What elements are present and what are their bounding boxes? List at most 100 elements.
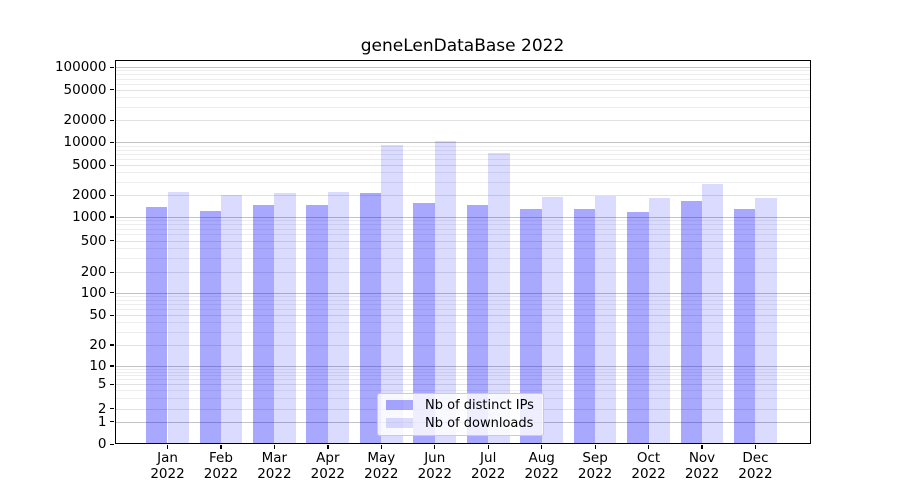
bar-ips-Oct-2022 [627, 211, 649, 444]
minor-gridline-60000 [114, 83, 811, 85]
bar-downloads-Jun-2022 [434, 141, 457, 444]
minor-gridline-3000 [114, 181, 811, 183]
ytick-label-50: 50 [89, 307, 107, 324]
minor-gridline-6 [114, 379, 811, 381]
bar-downloads-Jul-2022 [488, 152, 510, 444]
gridline-100000 [114, 67, 811, 68]
minor-gridline-4 [114, 390, 811, 392]
minor-gridline-30000 [114, 106, 811, 108]
ytick-mark-2 [110, 408, 114, 410]
bar-ips-Jul-2022 [466, 204, 489, 444]
xtick-label-aug: Aug 2022 [524, 450, 559, 482]
legend: Nb of distinct IPs Nb of downloads [377, 392, 544, 436]
ytick-label-1000: 1000 [72, 208, 107, 225]
xtick-mark-mar [273, 444, 276, 449]
xtick-label-oct: Oct 2022 [631, 450, 666, 482]
xtick-mark-sep [594, 444, 596, 449]
ytick-mark-5000 [110, 164, 114, 166]
ytick-mark-500 [110, 240, 114, 242]
legend-item-downloads: Nb of downloads [378, 415, 543, 432]
gridline-20000 [114, 120, 811, 121]
bar-ips-Feb-2022 [199, 211, 221, 444]
xtick-mark-feb [220, 444, 222, 449]
bar-ips-Jun-2022 [413, 203, 435, 444]
chart-title: geneLenDataBase 2022 [360, 36, 565, 56]
minor-gridline-300 [114, 258, 811, 260]
xtick-mark-nov [701, 444, 703, 449]
ytick-label-2: 2 [97, 400, 107, 417]
minor-gridline-40 [114, 322, 811, 324]
ytick-label-100000: 100000 [54, 59, 107, 75]
bar-downloads-Oct-2022 [648, 198, 670, 444]
legend-swatch-downloads [386, 417, 413, 429]
ytick-mark-100000 [110, 66, 114, 68]
xtick-label-apr: Apr 2022 [310, 450, 346, 482]
xtick-mark-dec [754, 444, 757, 449]
bar-downloads-Aug-2022 [541, 197, 564, 444]
gridline-10000 [114, 142, 811, 144]
minor-gridline-8000 [114, 149, 811, 151]
gridline-5 [114, 384, 811, 386]
ytick-mark-20000 [110, 119, 114, 121]
minor-gridline-600 [114, 234, 811, 236]
ytick-label-5000: 5000 [72, 157, 107, 173]
minor-gridline-400 [114, 248, 811, 250]
ytick-mark-100 [110, 292, 114, 294]
ytick-label-0: 0 [97, 436, 107, 452]
legend-label-distinct-ips: Nb of distinct IPs [425, 397, 534, 413]
minor-gridline-700 [114, 229, 811, 231]
ytick-mark-1 [110, 421, 114, 423]
ytick-mark-2000 [110, 194, 114, 196]
minor-gridline-90 [114, 295, 811, 297]
gridline-500 [114, 240, 811, 242]
bar-ips-Aug-2022 [520, 209, 542, 444]
ytick-label-10000: 10000 [63, 134, 107, 151]
ytick-label-200: 200 [80, 264, 107, 280]
ytick-mark-20 [110, 344, 114, 346]
minor-gridline-7000 [114, 153, 811, 155]
xtick-label-jul: Jul 2022 [471, 450, 506, 482]
bar-downloads-Sep-2022 [595, 195, 617, 444]
ytick-label-20: 20 [89, 336, 107, 353]
minor-gridline-6000 [114, 159, 811, 161]
xtick-mark-jul [487, 444, 489, 449]
minor-gridline-80000 [114, 74, 811, 76]
xtick-label-jun: Jun 2022 [417, 450, 452, 482]
ytick-label-2000: 2000 [72, 187, 107, 203]
gridline-100 [114, 292, 811, 294]
gridline-20 [114, 344, 811, 346]
ytick-label-5: 5 [97, 376, 107, 393]
xtick-mark-apr [327, 444, 329, 449]
bar-ips-May-2022 [359, 193, 382, 444]
xtick-label-jan: Jan 2022 [150, 450, 185, 482]
minor-gridline-70 [114, 304, 811, 306]
bar-ips-Apr-2022 [306, 205, 328, 444]
bar-downloads-Nov-2022 [702, 183, 724, 444]
bar-downloads-Apr-2022 [327, 191, 350, 444]
minor-gridline-9 [114, 368, 811, 370]
legend-item-distinct-ips: Nb of distinct IPs [378, 397, 543, 414]
ytick-mark-10000 [110, 141, 114, 144]
legend-label-downloads: Nb of downloads [425, 415, 534, 431]
ytick-mark-5 [110, 383, 114, 386]
bar-ips-Dec-2022 [734, 209, 756, 444]
bar-ips-Nov-2022 [680, 201, 702, 444]
ytick-mark-1000 [110, 216, 114, 218]
gridline-50 [114, 315, 811, 317]
minor-gridline-7 [114, 375, 811, 377]
xtick-mark-aug [541, 444, 543, 449]
ytick-label-1: 1 [97, 413, 107, 430]
minor-gridline-900 [114, 220, 811, 222]
ytick-label-500: 500 [80, 232, 107, 249]
ytick-mark-50 [110, 314, 114, 317]
minor-gridline-800 [114, 224, 811, 226]
minor-gridline-60 [114, 309, 811, 311]
xtick-label-sep: Sep 2022 [577, 450, 613, 482]
xtick-label-dec: Dec 2022 [738, 450, 773, 482]
minor-gridline-9000 [114, 145, 811, 147]
bar-downloads-May-2022 [381, 145, 403, 444]
minor-gridline-40000 [114, 97, 811, 99]
minor-gridline-4000 [114, 172, 811, 174]
xtick-mark-may [380, 444, 382, 449]
